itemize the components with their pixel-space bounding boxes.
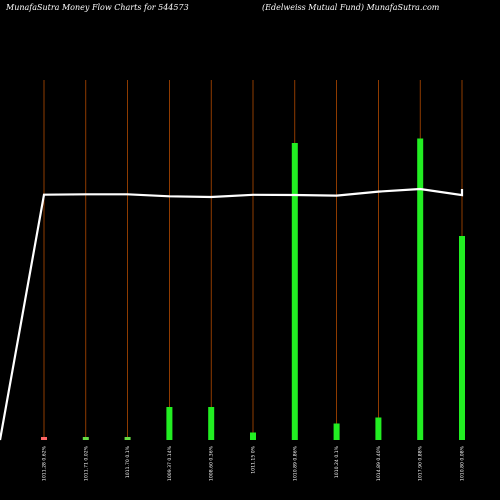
x-tick-label: 1014.89 0.40% <box>376 445 382 481</box>
x-tick-labels: 1011.28 0.62% 1011.71 0.02% 1011.70 0.1% 10… <box>42 445 466 481</box>
bar <box>124 437 131 440</box>
bar <box>333 423 340 440</box>
bar <box>291 143 298 440</box>
x-tick-label: 1017.90 0.88% <box>418 445 424 481</box>
price-line <box>0 187 464 441</box>
x-tick-label: 1010.80 0.08% <box>460 445 466 481</box>
x-tick-label: 1010.24 0.1% <box>334 445 340 478</box>
chart-subtitle: (Edelweiss Mutual Fund) MunafaSutra.com <box>262 3 440 12</box>
bar <box>41 437 47 440</box>
bar <box>208 407 215 440</box>
bar <box>417 138 424 440</box>
bar <box>82 437 89 440</box>
x-tick-label: 1009.37 0.14% <box>167 445 173 481</box>
x-tick-label: 1010.89 0.86% <box>292 445 298 481</box>
bar <box>166 407 173 440</box>
bar <box>250 432 256 440</box>
x-tick-label: 1011.71 0.02% <box>83 445 89 481</box>
x-tick-label: 1011.15 0% <box>251 445 257 473</box>
bar <box>375 417 382 440</box>
bar-series <box>41 138 465 440</box>
bar <box>459 236 465 440</box>
x-tick-label: 1011.70 0.1% <box>125 445 131 478</box>
chart-title: MunafaSutra Money Flow Charts for 544573 <box>5 3 189 12</box>
x-tick-label: 1011.28 0.62% <box>42 445 48 481</box>
x-tick-label: 1008.60 0.36% <box>209 445 215 481</box>
